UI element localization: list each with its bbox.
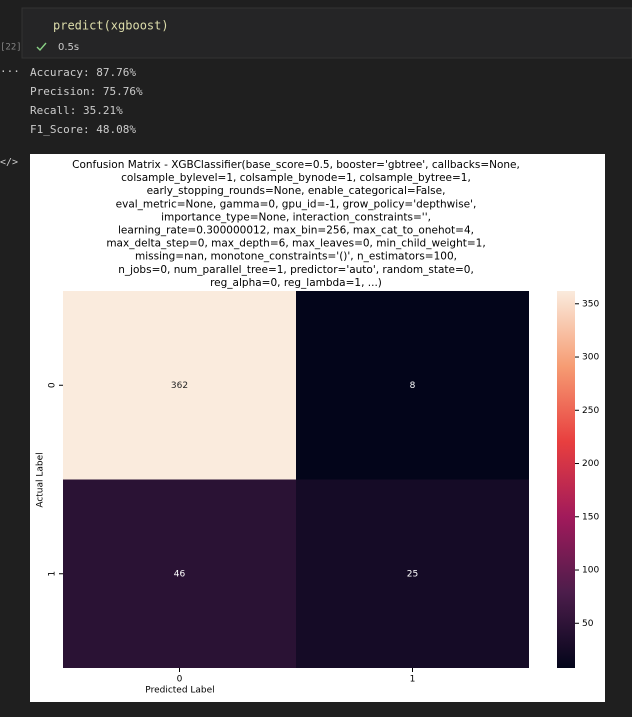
output-icon[interactable]: </> <box>0 157 18 168</box>
chart-title: missing=nan, monotone_constraints='()', … <box>135 251 457 263</box>
colorbar <box>557 291 575 668</box>
status: 0.5s <box>58 42 79 53</box>
colorbar-tick-label: 150 <box>582 512 599 522</box>
output-line: Recall: 35.21% <box>30 104 123 117</box>
cell-label: 8 <box>410 381 416 391</box>
y-tick-label: 1 <box>48 571 58 577</box>
colorbar-tick-label: 100 <box>582 566 599 576</box>
output-line: Accuracy: 87.76% <box>30 66 136 79</box>
code-cell <box>21 7 632 59</box>
chart-title: early_stopping_rounds=None, enable_categ… <box>147 185 446 197</box>
x-tick-label: 1 <box>410 675 416 685</box>
output-menu[interactable]: ··· <box>0 65 20 78</box>
cell-label: 25 <box>407 569 418 579</box>
code: predict(xgboost) <box>53 19 169 33</box>
colorbar-tick-label: 300 <box>582 353 599 363</box>
cell-label: 362 <box>171 381 188 391</box>
execution-count: [22] <box>0 43 22 53</box>
chart-title: reg_alpha=0, reg_lambda=1, ...) <box>210 277 382 289</box>
colorbar-tick-label: 250 <box>582 406 599 416</box>
output-line: F1_Score: 48.08% <box>30 123 136 136</box>
x-tick-label: 0 <box>177 675 183 685</box>
chart-title: max_delta_step=0, max_depth=6, max_leave… <box>106 238 485 250</box>
heatmap-cell <box>63 479 296 668</box>
colorbar-tick-label: 200 <box>582 459 599 469</box>
chart-title: Confusion Matrix - XGBClassifier(base_sc… <box>72 159 520 171</box>
chart-title: colsample_bylevel=1, colsample_bynode=1,… <box>121 172 471 184</box>
chart-title: eval_metric=None, gamma=0, gpu_id=-1, gr… <box>116 198 477 210</box>
output-line: Precision: 75.76% <box>30 85 143 98</box>
y-tick-label: 0 <box>48 382 58 388</box>
x-axis-label: Predicted Label <box>145 686 214 696</box>
cell-label: 46 <box>174 569 186 579</box>
heatmap-cell <box>63 291 296 480</box>
colorbar-tick-label: 350 <box>582 299 599 309</box>
colorbar-tick-label: 50 <box>582 619 594 629</box>
heatmap-cell <box>296 291 529 480</box>
chart-title: importance_type=None, interaction_constr… <box>161 211 431 223</box>
check-icon <box>36 42 47 52</box>
chart-title: n_jobs=0, num_parallel_tree=1, predictor… <box>118 264 474 276</box>
chart-title: learning_rate=0.300000012, max_bin=256, … <box>118 225 474 237</box>
y-axis-label: Actual Label <box>36 452 46 507</box>
heatmap-cell <box>296 479 529 668</box>
